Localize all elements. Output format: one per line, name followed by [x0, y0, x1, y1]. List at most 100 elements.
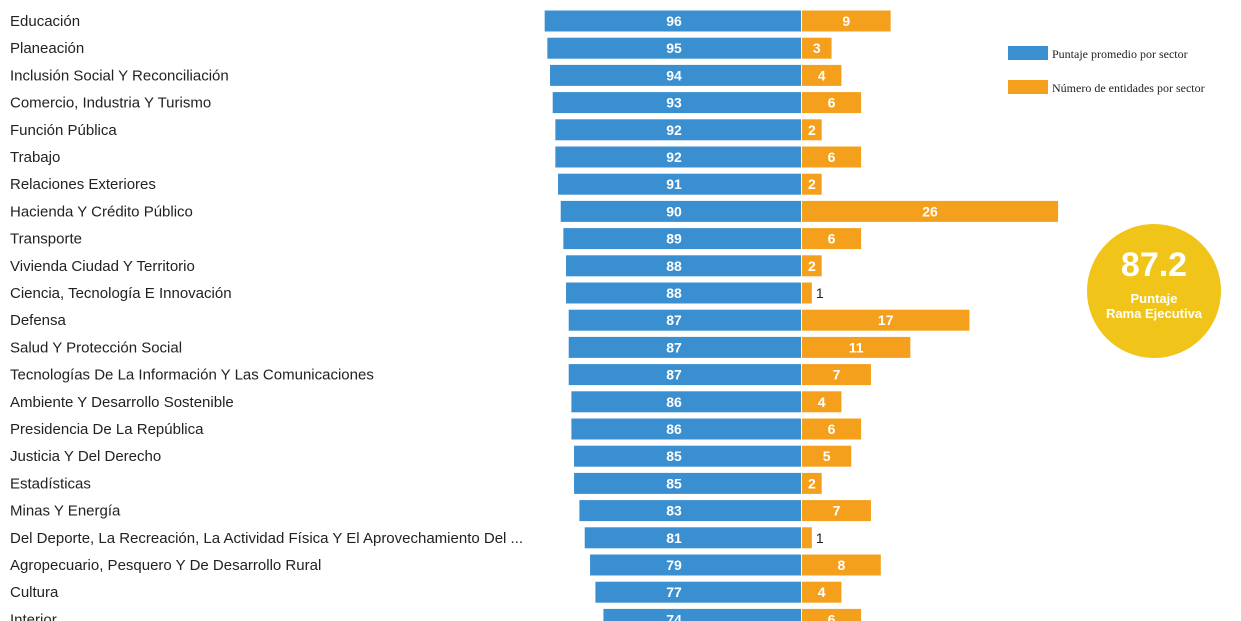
category-label: Hacienda Y Crédito Público [10, 203, 193, 220]
count-bar [802, 418, 862, 440]
score-bar [566, 255, 801, 277]
count-bar [802, 608, 862, 621]
category-label: Tecnologías De La Información Y Las Comu… [10, 367, 374, 384]
category-label: Justicia Y Del Derecho [10, 448, 161, 465]
score-bars: 96 95 94 93 92 92 91 90 89 88 88 87 87 87 86 86 85 85 83 81… [544, 10, 801, 621]
score-bar [574, 445, 801, 467]
count-bar [802, 64, 842, 86]
count-value-label: 4 [818, 584, 826, 600]
legend-label-score: Puntaje promedio por sector [1052, 47, 1188, 61]
category-label: Inclusión Social Y Reconciliación [10, 67, 229, 84]
category-label: Cultura [10, 584, 59, 601]
category-labels: Educación Planeación Inclusión Social Y Re… [10, 13, 523, 621]
count-bar [802, 336, 911, 358]
count-bar [802, 228, 862, 250]
score-bar [552, 92, 801, 114]
category-label: Agropecuario, Pesquero Y De Desarrollo R… [10, 557, 321, 574]
count-bar [802, 119, 822, 141]
count-bar [802, 173, 822, 195]
summary-caption-line2: Rama Ejecutiva [1105, 306, 1203, 321]
count-bar [802, 445, 852, 467]
score-bar [590, 554, 801, 576]
category-label: Ciencia, Tecnología E Innovación [10, 285, 232, 302]
score-bar [574, 472, 801, 494]
count-bar [802, 364, 871, 386]
score-value-label: 94 [666, 67, 682, 83]
score-value-label: 93 [666, 95, 682, 111]
count-bar [802, 282, 812, 304]
legend-swatch-score [1008, 46, 1048, 60]
score-value-label: 87 [666, 312, 682, 328]
category-label: Comercio, Industria Y Turismo [10, 95, 211, 112]
summary-badge: 87.2 Puntaje Rama Ejecutiva [1087, 224, 1221, 358]
score-value-label: 91 [666, 176, 682, 192]
count-value-label: 17 [878, 312, 894, 328]
count-value-label: 1 [816, 530, 824, 546]
count-value-label: 3 [813, 40, 821, 56]
count-value-label: 8 [838, 557, 846, 573]
count-value-label: 2 [808, 475, 816, 491]
count-value-label: 2 [808, 258, 816, 274]
score-bar [571, 418, 801, 440]
category-label: Salud Y Protección Social [10, 339, 182, 356]
count-bar [802, 527, 812, 549]
score-bar [560, 200, 801, 222]
category-label: Función Pública [10, 122, 117, 139]
score-bar [550, 64, 801, 86]
count-value-label: 6 [828, 95, 836, 111]
count-value-label: 1 [816, 285, 824, 301]
legend: Puntaje promedio por sector Número de en… [1008, 46, 1205, 95]
count-value-label: 6 [828, 149, 836, 165]
count-value-label: 6 [828, 231, 836, 247]
score-value-label: 87 [666, 339, 682, 355]
count-value-label: 6 [828, 611, 836, 621]
count-bar [802, 500, 871, 522]
score-bar [584, 527, 801, 549]
score-value-label: 74 [666, 611, 682, 621]
score-bar [566, 282, 801, 304]
score-bar [547, 37, 801, 59]
category-label: Minas Y Energía [10, 503, 121, 520]
score-bar [558, 173, 801, 195]
score-value-label: 96 [666, 13, 682, 29]
category-label: Planeación [10, 40, 84, 57]
category-label: Transporte [10, 231, 82, 248]
score-value-label: 88 [666, 285, 682, 301]
score-bar [568, 309, 801, 331]
score-value-label: 79 [666, 557, 682, 573]
count-bar [802, 309, 970, 331]
score-bar [563, 228, 801, 250]
score-bar [603, 608, 801, 621]
score-value-label: 81 [666, 530, 682, 546]
score-bar [544, 10, 801, 32]
score-value-label: 85 [666, 475, 682, 491]
score-value-label: 85 [666, 448, 682, 464]
category-label: Interior [10, 611, 57, 621]
score-value-label: 90 [666, 203, 682, 219]
count-value-label: 9 [842, 13, 850, 29]
category-label: Defensa [10, 312, 67, 329]
score-value-label: 87 [666, 367, 682, 383]
score-value-label: 92 [666, 122, 682, 138]
count-value-label: 7 [833, 503, 841, 519]
score-value-label: 89 [666, 231, 682, 247]
count-value-label: 4 [818, 67, 826, 83]
category-label: Presidencia De La República [10, 421, 204, 438]
score-bar [579, 500, 801, 522]
score-bar [555, 119, 801, 141]
count-value-label: 11 [849, 339, 864, 355]
score-bar [571, 391, 801, 413]
category-label: Del Deporte, La Recreación, La Actividad… [10, 530, 523, 547]
count-bar [802, 472, 822, 494]
count-value-label: 7 [833, 367, 841, 383]
summary-caption-line1: Puntaje [1130, 291, 1178, 306]
count-bar [802, 146, 862, 168]
count-bar [802, 581, 842, 603]
score-bar [595, 581, 801, 603]
category-label: Vivienda Ciudad Y Territorio [10, 258, 195, 275]
category-label: Estadísticas [10, 475, 91, 492]
summary-caption: Puntaje Rama Ejecutiva [1087, 291, 1221, 321]
category-label: Educación [10, 13, 80, 30]
count-value-label: 26 [922, 203, 938, 219]
summary-value: 87.2 [1120, 246, 1188, 284]
